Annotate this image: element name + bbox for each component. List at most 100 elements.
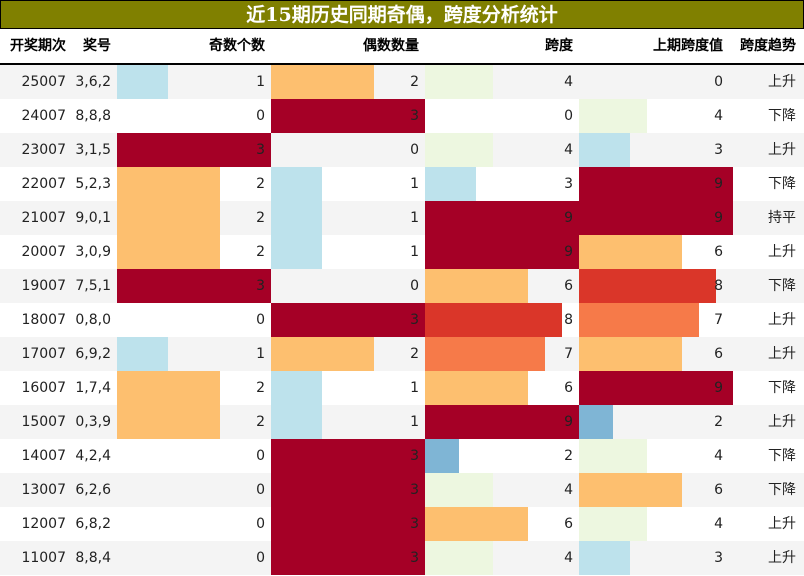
span-bar	[425, 269, 528, 303]
prev-span-cell: 0	[714, 74, 723, 90]
numbers-cell: 6,8,2	[75, 516, 111, 532]
odd-count-bar	[117, 405, 220, 439]
odd-count-bar	[117, 235, 220, 269]
prev-span-bar	[579, 269, 716, 303]
prev-span-bar	[579, 303, 699, 337]
span-cell: 4	[564, 142, 573, 158]
prev-span-bar	[579, 439, 648, 473]
prev-span-bar	[579, 99, 648, 133]
table-row: 19007 7,5,1 3 0 6 8 下降	[0, 269, 804, 303]
table-row: 18007 0,8,0 0 3 8 7 上升	[0, 303, 804, 337]
numbers-cell: 0,3,9	[75, 414, 111, 430]
period-cell: 11007	[21, 550, 66, 566]
period-cell: 19007	[21, 278, 66, 294]
even-count-cell: 3	[410, 550, 419, 566]
odd-count-bar	[117, 269, 271, 303]
trend-cell: 上升	[768, 74, 796, 90]
even-count-cell: 2	[410, 346, 419, 362]
header-prev-span[interactable]: 上期跨度值	[653, 38, 723, 54]
odd-count-cell: 2	[256, 176, 265, 192]
header-odd-count[interactable]: 奇数个数	[209, 38, 265, 54]
header-span[interactable]: 跨度	[545, 38, 573, 54]
numbers-cell: 1,7,4	[75, 380, 111, 396]
table-row: 21007 9,0,1 2 1 9 9 持平	[0, 201, 804, 235]
trend-cell: 上升	[768, 516, 796, 532]
numbers-cell: 4,2,4	[75, 448, 111, 464]
table-row: 15007 0,3,9 2 1 9 2 上升	[0, 405, 804, 439]
prev-span-bar	[579, 473, 682, 507]
header-row: 开奖期次 奖号 奇数个数 偶数数量 跨度 上期跨度值 跨度趋势	[0, 29, 804, 65]
span-cell: 0	[564, 108, 573, 124]
odd-count-cell: 0	[256, 312, 265, 328]
span-cell: 6	[564, 516, 573, 532]
even-count-bar	[271, 405, 323, 439]
even-count-bar	[271, 439, 425, 473]
prev-span-cell: 4	[714, 108, 723, 124]
period-cell: 16007	[21, 380, 66, 396]
span-cell: 4	[564, 550, 573, 566]
table-title: 近15期历史同期奇偶，跨度分析统计	[0, 0, 804, 29]
trend-cell: 上升	[768, 346, 796, 362]
even-count-bar	[271, 473, 425, 507]
numbers-cell: 3,1,5	[75, 142, 111, 158]
even-count-cell: 1	[410, 414, 419, 430]
odd-count-cell: 0	[256, 550, 265, 566]
even-count-bar	[271, 201, 323, 235]
even-count-cell: 3	[410, 108, 419, 124]
period-cell: 18007	[21, 312, 66, 328]
odd-count-bar	[117, 167, 220, 201]
even-count-cell: 3	[410, 482, 419, 498]
span-cell: 2	[564, 448, 573, 464]
trend-cell: 下降	[768, 278, 796, 294]
header-numbers[interactable]: 奖号	[83, 38, 111, 54]
span-cell: 7	[564, 346, 573, 362]
prev-span-bar	[579, 507, 648, 541]
even-count-bar	[271, 65, 374, 99]
prev-span-cell: 3	[714, 142, 723, 158]
numbers-cell: 7,5,1	[75, 278, 111, 294]
odd-count-cell: 2	[256, 210, 265, 226]
prev-span-cell: 4	[714, 516, 723, 532]
numbers-cell: 0,8,0	[75, 312, 111, 328]
numbers-cell: 8,8,4	[75, 550, 111, 566]
prev-span-cell: 2	[714, 414, 723, 430]
span-bar	[425, 303, 562, 337]
table-row: 13007 6,2,6 0 3 4 6 下降	[0, 473, 804, 507]
span-bar	[425, 201, 579, 235]
odd-count-cell: 0	[256, 108, 265, 124]
trend-cell: 上升	[768, 312, 796, 328]
prev-span-cell: 6	[714, 482, 723, 498]
numbers-cell: 8,8,8	[75, 108, 111, 124]
numbers-cell: 5,2,3	[75, 176, 111, 192]
even-count-cell: 0	[410, 278, 419, 294]
even-count-cell: 3	[410, 312, 419, 328]
prev-span-cell: 3	[714, 550, 723, 566]
trend-cell: 上升	[768, 550, 796, 566]
trend-cell: 持平	[768, 210, 796, 226]
span-cell: 9	[564, 210, 573, 226]
header-even-count[interactable]: 偶数数量	[363, 38, 419, 54]
period-cell: 15007	[21, 414, 66, 430]
header-period[interactable]: 开奖期次	[10, 38, 66, 54]
prev-span-cell: 6	[714, 346, 723, 362]
even-count-cell: 1	[410, 244, 419, 260]
even-count-bar	[271, 303, 425, 337]
table-row: 25007 3,6,2 1 2 4 0 上升	[0, 65, 804, 99]
span-cell: 3	[564, 176, 573, 192]
odd-count-bar	[117, 371, 220, 405]
prev-span-bar	[579, 337, 682, 371]
prev-span-bar	[579, 201, 733, 235]
period-cell: 21007	[21, 210, 66, 226]
even-count-cell: 3	[410, 448, 419, 464]
span-cell: 6	[564, 380, 573, 396]
header-trend[interactable]: 跨度趋势	[740, 38, 796, 54]
odd-count-bar	[117, 201, 220, 235]
period-cell: 25007	[21, 74, 66, 90]
span-bar	[425, 65, 494, 99]
span-bar	[425, 337, 545, 371]
trend-cell: 下降	[768, 108, 796, 124]
even-count-bar	[271, 507, 425, 541]
prev-span-bar	[579, 235, 682, 269]
table-row: 12007 6,8,2 0 3 6 4 上升	[0, 507, 804, 541]
even-count-bar	[271, 167, 323, 201]
